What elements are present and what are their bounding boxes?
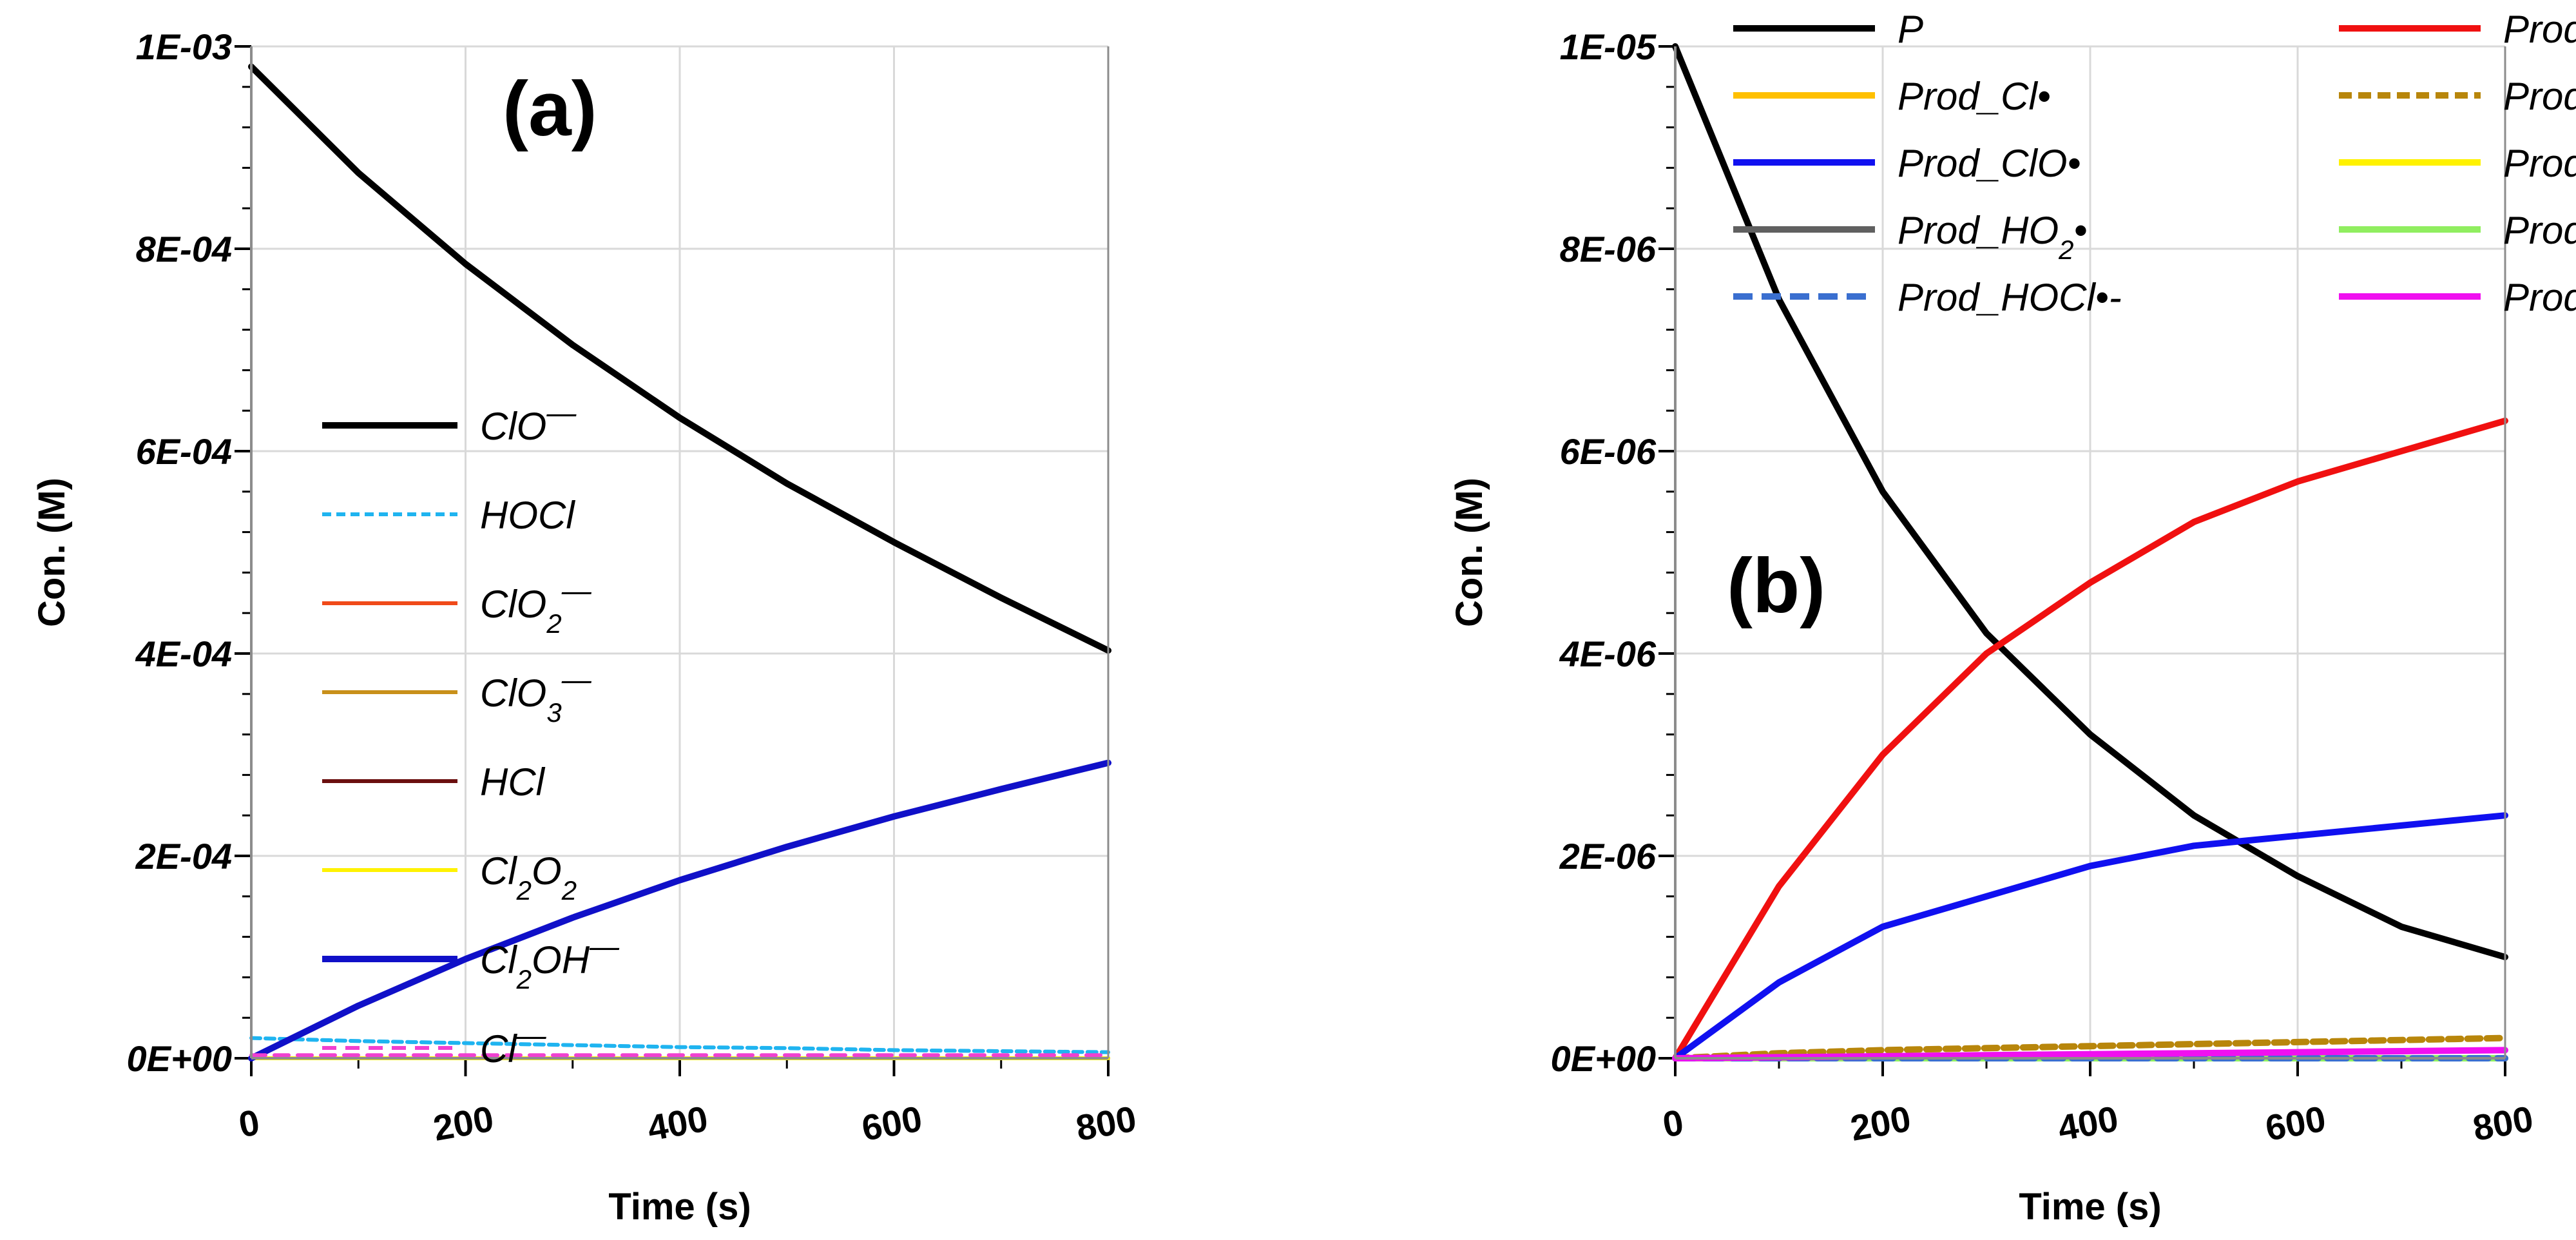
legend-label-6: Cl2OH— (480, 929, 620, 994)
y-tick-label: 1E-05 (1560, 26, 1657, 67)
legend-label-2: ClO2— (480, 574, 592, 639)
y-tick-label: 4E-04 (135, 634, 232, 674)
x-tick-label: 0 (1660, 1101, 1687, 1145)
y-tick-label: 2E-06 (1559, 836, 1657, 877)
panel-label: (a) (503, 66, 597, 152)
y-tick-label: 8E-06 (1560, 229, 1657, 269)
legend-label-5: Prod_O2•- (2503, 142, 2576, 198)
y-tick-label: 6E-06 (1560, 431, 1657, 472)
legend-label-4: Prod_ClO• (1898, 142, 2081, 185)
y-tick-label: 0E+00 (127, 1038, 233, 1079)
legend-label-1: Prod_•OH (2503, 8, 2576, 51)
legend-label-5: Cl2O2 (480, 849, 577, 906)
y-axis-title: Con. (M) (1448, 478, 1490, 627)
y-tick-label: 1E-03 (136, 26, 232, 67)
x-tick-label: 200 (1847, 1098, 1914, 1148)
y-tick-label: 0E+00 (1551, 1038, 1657, 1079)
series-line-1 (1672, 417, 2508, 1061)
series-line-0 (248, 63, 1111, 654)
chart-panel-b: 0E+00 2E-06 4E-06 6E-06 8E-06 1E-05 0 200 400 600… (1448, 8, 2576, 1228)
legend-label-3: Prod_O•- (2503, 75, 2576, 118)
y-tick-label: 6E-04 (136, 431, 232, 472)
legend: P Prod_•OH Prod_Cl• Prod_O•- Prod_ClO• Prod_O… (1733, 8, 2576, 332)
legend-label-0: ClO— (480, 396, 577, 448)
y-axis-title: Con. (M) (31, 478, 73, 627)
series-line-3 (1672, 1034, 2508, 1061)
chart-panel-a: 0E+00 2E-04 4E-04 6E-04 8E-04 1E-03 0 200 400 600… (31, 26, 1139, 1228)
x-tick-label: 600 (859, 1098, 925, 1148)
x-tick-label: 400 (644, 1098, 711, 1148)
legend-label-2: Prod_Cl• (1898, 75, 2051, 118)
legend-label-0: P (1898, 8, 1923, 51)
legend-label-7: Cl— (480, 1018, 547, 1070)
y-tick-label: 4E-06 (1559, 634, 1657, 674)
x-tick-label: 600 (2262, 1098, 2329, 1148)
series-line-4 (1672, 812, 2508, 1061)
x-tick-label: 800 (2470, 1098, 2536, 1148)
legend-label-6: Prod_HO2• (1898, 209, 2087, 265)
legend-label-4: HCl (480, 760, 546, 804)
legend-label-3: ClO3— (480, 663, 592, 728)
x-tick-label: 200 (430, 1098, 497, 1148)
legend-label-7: Prod_Cl2•- (2503, 209, 2576, 265)
x-tick-label: 400 (2055, 1098, 2121, 1148)
x-tick-label: 0 (236, 1101, 263, 1145)
legend-label-1: HOCl (480, 494, 575, 537)
series-line-9 (1672, 1047, 2508, 1061)
legend-label-8: Prod_HOCl•- (1898, 276, 2122, 319)
y-tick-label: 2E-04 (135, 836, 232, 877)
legend: ClO— HOCl ClO2— ClO3— HCl Cl2O2 Cl2OH— Cl— (322, 396, 620, 1070)
legend-label-9: Prod_O3 (2503, 276, 2576, 332)
series-line-1 (249, 1036, 1110, 1054)
panel-label: (b) (1727, 543, 1825, 629)
x-tick-label: 800 (1073, 1098, 1139, 1148)
series-line-0 (1672, 43, 2508, 960)
x-axis-title: Time (s) (2019, 1186, 2161, 1228)
x-axis-title: Time (s) (608, 1186, 751, 1228)
series-line-6 (248, 759, 1111, 1061)
y-tick-label: 8E-04 (136, 229, 232, 269)
